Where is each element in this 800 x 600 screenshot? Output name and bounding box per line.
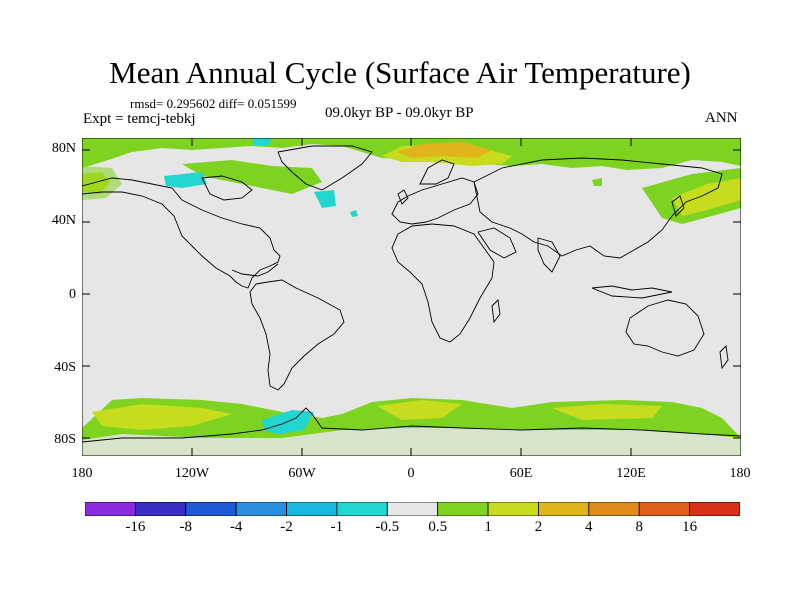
- greenland-cyan-anomaly: [314, 190, 336, 208]
- colorbar-label: 16: [682, 519, 698, 535]
- arabia-coastline: [477, 227, 517, 259]
- alaska-green-anomaly: [82, 166, 122, 200]
- siberia-orange-anomaly: [397, 142, 492, 158]
- lat-label-40s: 40S: [54, 360, 76, 375]
- period-line: 09.0kyr BP - 09.0kyr BP: [325, 105, 474, 121]
- map-ticks: [82, 138, 741, 456]
- colorbar-label: 8: [635, 519, 643, 535]
- new-zealand-coastline: [719, 345, 729, 370]
- lat-label-80n: 80N: [51, 141, 76, 156]
- colorbar-swatch: [85, 502, 136, 516]
- chart-title: Mean Annual Cycle (Surface Air Temperatu…: [109, 55, 691, 90]
- experiment-line: Expt = temcj-tebkj: [83, 111, 196, 127]
- colorbar-label: -16: [125, 519, 146, 535]
- lat-label-40n: 40N: [51, 213, 76, 228]
- colorbar-swatch: [638, 502, 691, 516]
- lat-label-80s: 80S: [54, 432, 76, 447]
- hudson-cyan-anomaly: [164, 172, 207, 188]
- colorbar-label: 4: [585, 519, 593, 535]
- stats-line: rmsd= 0.295602 diff= 0.051599: [130, 96, 297, 111]
- colorbar-label: -0.5: [375, 519, 400, 535]
- colorbar-swatch: [286, 502, 338, 516]
- antarctica-grey-interior: [82, 428, 741, 456]
- colorbar-swatch: [235, 502, 287, 516]
- lon-label-180e: 180: [729, 466, 751, 481]
- europe-coastline: [391, 177, 479, 225]
- labrador-cyan-spot: [350, 210, 358, 217]
- asia-coastline: [473, 157, 723, 259]
- colorbar-swatch: [437, 502, 489, 516]
- scandinavia-coastline: [419, 159, 455, 185]
- lon-label-180w: 180: [71, 466, 93, 481]
- canada-green-anomaly: [182, 160, 322, 194]
- gulf-of-mexico-coastline: [231, 263, 279, 277]
- colorbar-swatch: [588, 502, 640, 516]
- colorbar: [85, 502, 740, 516]
- colorbar-label: 2: [534, 519, 543, 535]
- colorbar-label: -4: [229, 519, 243, 535]
- colorbar-label: -8: [179, 519, 193, 535]
- lon-label-60e: 60E: [509, 466, 533, 481]
- colorbar-swatch: [185, 502, 237, 516]
- lon-label-120e: 120E: [616, 466, 646, 481]
- colorbar-label: 1: [484, 519, 492, 535]
- colorbar-swatch: [487, 502, 539, 516]
- colorbar-label: 0.5: [428, 519, 448, 535]
- colorbar-swatch: [538, 502, 590, 516]
- greenland-coastline: [277, 145, 373, 191]
- colorbar-swatch: [134, 502, 187, 516]
- lon-label-120w: 120W: [174, 466, 210, 481]
- central-asia-green-spot: [592, 178, 602, 186]
- australia-coastline: [625, 299, 705, 357]
- coastlines: [82, 145, 741, 443]
- season-label: ANN: [705, 110, 738, 126]
- colorbar-swatch: [689, 502, 740, 516]
- lon-label-0: 0: [407, 466, 415, 481]
- colorbar-swatch: [336, 502, 388, 516]
- india-coastline: [537, 237, 561, 273]
- ross-sea-yellow-anomaly: [92, 404, 232, 430]
- north-america-coastline: [82, 177, 281, 289]
- japan-coastline: [671, 195, 685, 217]
- east-asia-yellow-anomaly: [672, 178, 741, 216]
- east-antarctic-yellow-anomaly: [552, 404, 662, 420]
- weddell-yellow-anomaly: [377, 400, 462, 420]
- lat-label-0: 0: [69, 287, 76, 302]
- colorbar-label: -2: [280, 519, 293, 535]
- lon-label-60w: 60W: [288, 466, 316, 481]
- africa-coastline: [391, 223, 495, 343]
- indonesia-coastline: [591, 285, 673, 299]
- amundsen-cyan-anomaly: [262, 410, 314, 434]
- hudson-bay-coastline: [201, 175, 253, 201]
- world-temperature-map: [82, 138, 741, 456]
- arctic-cyan-spot: [252, 138, 272, 146]
- british-isles-coastline: [397, 189, 409, 205]
- colorbar-swatch: [386, 502, 439, 516]
- madagascar-coastline: [491, 299, 501, 324]
- antarctica-coastline: [82, 407, 741, 443]
- south-america-coastline: [249, 279, 345, 391]
- colorbar-label: -1: [330, 519, 344, 535]
